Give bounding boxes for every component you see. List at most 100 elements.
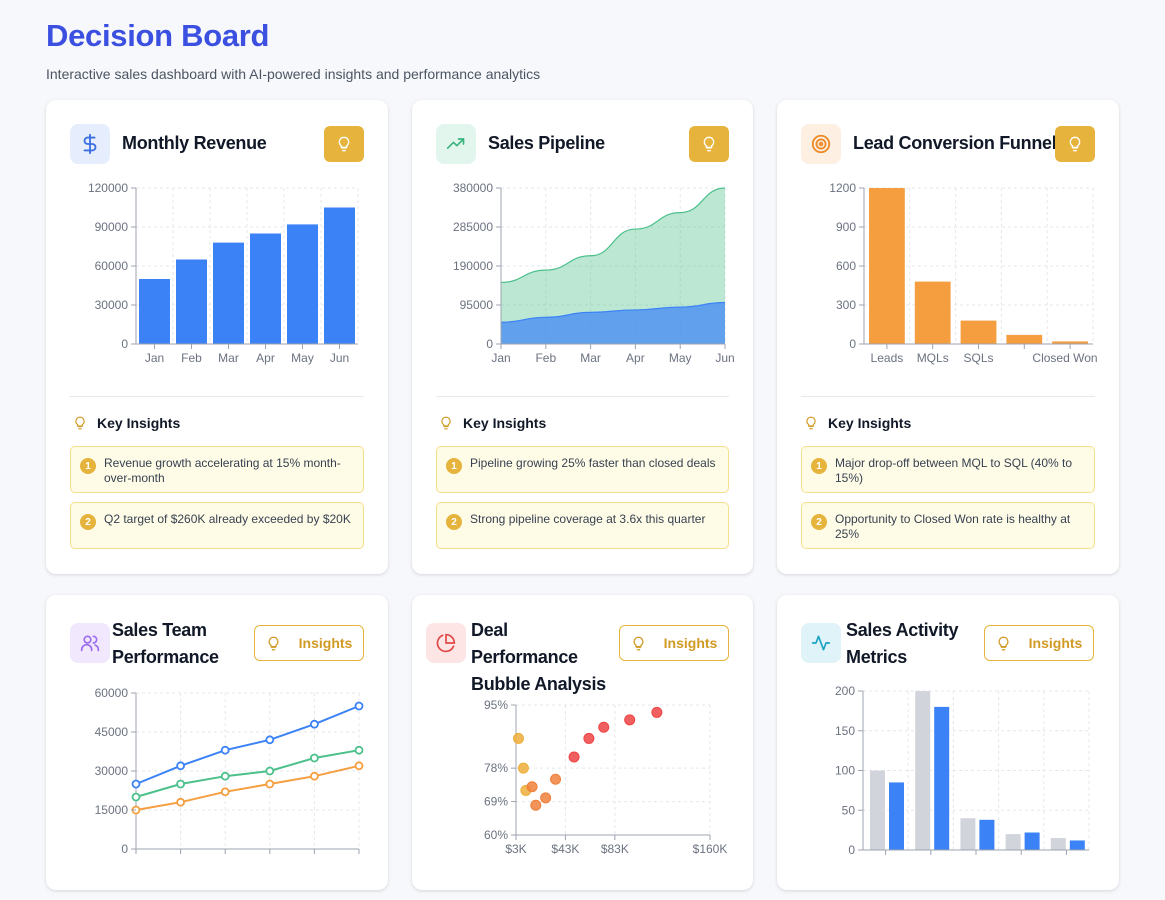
- x-tick-label: SQLs: [963, 351, 993, 365]
- activity-bar: [915, 691, 931, 850]
- key-insights-label: Key Insights: [97, 415, 181, 431]
- activity-bar: [1005, 834, 1021, 850]
- y-tick-label: 0: [121, 842, 128, 856]
- insight-text: Pipeline growing 25% faster than closed …: [470, 456, 716, 470]
- x-tick-label: Jan: [145, 351, 164, 365]
- deal-bubble: [540, 792, 552, 804]
- lightbulb-icon: [338, 136, 350, 152]
- insights-button[interactable]: Insights: [619, 625, 729, 661]
- card-title: Sales Team Performance: [112, 620, 219, 667]
- series-point: [131, 779, 141, 789]
- funnel-bar: [1006, 334, 1043, 344]
- card-title: Sales Activity Metrics: [846, 620, 959, 667]
- y-tick-label: 50: [842, 803, 856, 817]
- activity-bar: [934, 706, 950, 850]
- card-title: Deal Performance Bubble Analysis: [471, 620, 606, 694]
- key-insights-label: Key Insights: [463, 415, 547, 431]
- insights-toggle-button[interactable]: [324, 126, 364, 162]
- pipeline-area: [501, 188, 725, 344]
- insights-button-label: Insights: [1028, 635, 1083, 651]
- deal-bubble: [512, 732, 524, 744]
- series-point: [265, 735, 275, 745]
- x-tick-label: May: [291, 351, 314, 365]
- target-icon: [801, 124, 841, 164]
- x-tick-label: $160K: [693, 842, 728, 856]
- activity-bar: [979, 819, 995, 850]
- y-tick-label: 100: [835, 764, 855, 778]
- series-point: [265, 779, 275, 789]
- x-tick-label: Apr: [626, 351, 645, 365]
- series-point: [354, 745, 364, 755]
- x-tick-label: $83K: [601, 842, 629, 856]
- activity-bar-chart: 0 50 100 150 200: [835, 684, 1090, 857]
- series-point: [176, 761, 186, 771]
- insight-item: 2 Q2 target of $260K already exceeded by…: [70, 502, 364, 549]
- activity-icon: [801, 623, 841, 663]
- insight-number: 1: [811, 458, 827, 474]
- funnel-bar-chart: 0 300 600 900 1200 Leads MQLs SQLs Closed Won: [829, 181, 1097, 365]
- deal-bubble: [568, 751, 580, 763]
- insights-button[interactable]: Insights: [984, 625, 1094, 661]
- lightbulb-icon: [441, 416, 451, 430]
- y-tick-label: 60000: [95, 686, 129, 700]
- team-line-chart: 0 15000 30000 45000 60000: [95, 686, 364, 856]
- pie-chart-icon: [426, 623, 466, 663]
- y-tick-label: 1200: [829, 181, 856, 195]
- activity-bar: [1024, 832, 1040, 850]
- pipeline-area-chart: 0 95000 190000 285000 380000 Jan Feb Mar Apr May J…: [453, 181, 735, 365]
- key-insights-header: Key Insights: [439, 415, 546, 431]
- y-tick-label: 90000: [95, 220, 129, 234]
- activity-bar: [1069, 840, 1085, 850]
- series-point: [309, 753, 319, 763]
- activity-bar: [1050, 838, 1066, 850]
- insight-text: Revenue growth accelerating at 15% month…: [104, 456, 341, 485]
- insights-button-label: Insights: [298, 635, 353, 651]
- lightbulb-icon: [75, 416, 85, 430]
- x-tick-label: $43K: [551, 842, 579, 856]
- insight-text: Opportunity to Closed Won rate is health…: [835, 512, 1071, 541]
- lightbulb-icon: [703, 136, 715, 152]
- y-tick-label: 78%: [484, 761, 508, 775]
- key-insights-header: Key Insights: [73, 415, 180, 431]
- dollar-icon: [70, 124, 110, 164]
- closed-area: [501, 302, 725, 344]
- revenue-bar: [176, 259, 207, 344]
- x-tick-label: May: [669, 351, 692, 365]
- lightbulb-icon: [998, 636, 1009, 650]
- deal-bubble: [598, 721, 610, 733]
- deal-bubble: [624, 714, 636, 726]
- trending-up-icon: [436, 124, 476, 164]
- deal-performance-card: Deal Performance Bubble Analysis Insight…: [412, 595, 753, 890]
- y-tick-label: 95000: [460, 298, 494, 312]
- deal-bubble: [651, 706, 663, 718]
- series-point: [176, 797, 186, 807]
- lightbulb-icon: [806, 416, 816, 430]
- card-title: Monthly Revenue: [122, 133, 267, 153]
- series-point: [220, 745, 230, 755]
- y-tick-label: 0: [486, 337, 493, 351]
- key-insights-header: Key Insights: [804, 415, 911, 431]
- sales-pipeline-card: Sales Pipeline 0 95000 190000 285000 380000 J…: [412, 100, 753, 574]
- series-point: [265, 766, 275, 776]
- funnel-bar: [960, 320, 997, 344]
- x-tick-label: Jan: [491, 351, 510, 365]
- deal-bubble: [550, 773, 562, 785]
- insights-button[interactable]: Insights: [254, 625, 364, 661]
- series-line: [135, 705, 360, 785]
- y-tick-label: 285000: [453, 220, 493, 234]
- series-line: [135, 764, 360, 811]
- deal-scatter-chart: 60% 69% 78% 95% $3K $43K $83K $160K: [484, 698, 728, 856]
- lightbulb-icon: [633, 636, 644, 650]
- deal-bubble: [517, 762, 529, 774]
- insight-item: 2 Strong pipeline coverage at 3.6x this …: [436, 502, 729, 549]
- revenue-bar: [287, 224, 318, 344]
- revenue-bar: [324, 207, 355, 344]
- insight-item: 1 Revenue growth accelerating at 15% mon…: [70, 446, 364, 493]
- deal-bubble: [583, 732, 595, 744]
- card-title: Sales Pipeline: [488, 133, 605, 153]
- insights-toggle-button[interactable]: [1055, 126, 1095, 162]
- revenue-bar: [213, 242, 244, 344]
- y-tick-label: 95%: [484, 698, 508, 712]
- y-tick-label: 30000: [95, 764, 129, 778]
- insights-toggle-button[interactable]: [689, 126, 729, 162]
